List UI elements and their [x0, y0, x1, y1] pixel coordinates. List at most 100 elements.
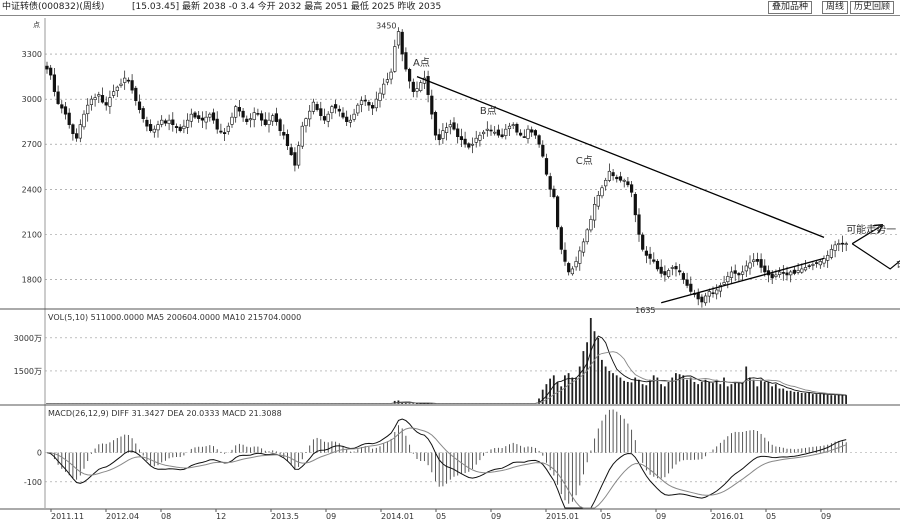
candle-body [156, 124, 160, 131]
candle-body [278, 119, 282, 131]
price-tick-label: 1800 [22, 275, 42, 284]
candle-body [774, 274, 778, 277]
candle-body [256, 113, 260, 115]
volume-bar [582, 351, 585, 404]
volume-bar [726, 386, 729, 404]
candle-body [578, 250, 582, 264]
x-tick-label: 08 [161, 512, 171, 521]
candle-body [407, 68, 412, 82]
candle-body [789, 271, 793, 276]
candle-body [141, 108, 145, 119]
candle-body [419, 82, 423, 92]
key-point-label: 1635 [635, 306, 655, 315]
volume-bar [667, 381, 670, 404]
candle-body [785, 272, 789, 276]
candle-body [829, 249, 833, 258]
candle-body [803, 267, 808, 271]
volume-bar [723, 377, 725, 404]
volume-bar [538, 398, 540, 404]
candle-body [826, 255, 830, 261]
candle-body [271, 115, 275, 122]
candle-body [385, 79, 390, 83]
volume-bar [671, 377, 674, 404]
candle-body [833, 244, 837, 251]
candle-body [678, 270, 682, 273]
trend-one-arrow [851, 225, 882, 245]
candle-body [796, 270, 800, 273]
candle-body [430, 95, 434, 115]
volume-bar [756, 386, 759, 404]
overlay-button[interactable]: 叠加品种 [768, 1, 813, 14]
volume-bar [800, 392, 803, 404]
trendline-upper [416, 75, 825, 238]
candle-body [585, 229, 589, 243]
volume-bar [834, 395, 836, 404]
x-tick-label: 05 [436, 512, 446, 521]
volume-bar [826, 394, 829, 404]
volume-bar [649, 379, 651, 404]
volume-bar [567, 373, 570, 404]
candle-body [722, 282, 726, 285]
candle-body [82, 113, 86, 128]
candle-body [163, 120, 168, 124]
volume-bar [841, 395, 844, 404]
candle-body [119, 83, 123, 86]
volume-bar [830, 395, 833, 404]
candle-body [382, 83, 386, 95]
candle-body [522, 136, 526, 138]
candle-body [552, 188, 556, 198]
label-trend-two: 可能走势二 [896, 259, 900, 272]
candle-body [737, 273, 741, 276]
candle-body [707, 291, 711, 297]
candle-body [663, 271, 667, 276]
candle-body [245, 118, 249, 122]
volume-bar [545, 384, 548, 404]
candle-body [145, 119, 149, 127]
x-tick-label: 2015.01 [546, 512, 579, 521]
history-button[interactable]: 历史回顾 [850, 1, 895, 14]
candle-body [755, 259, 759, 262]
volume-ma10-line [47, 351, 847, 404]
candle-body [641, 234, 645, 250]
candle-body [518, 132, 523, 136]
candle-body [567, 263, 571, 273]
volume-bar [408, 403, 411, 404]
candle-body [367, 102, 371, 106]
volume-bar [589, 318, 592, 404]
x-tick-label: 09 [656, 512, 666, 521]
x-tick-label: 2012.04 [106, 512, 139, 521]
candle-body [223, 132, 227, 134]
candle-body [330, 106, 334, 114]
period-button[interactable]: 周线 [822, 1, 849, 14]
macd-diff-line [46, 418, 847, 509]
candle-body [115, 86, 119, 91]
candle-body [526, 128, 530, 139]
candle-body [393, 46, 397, 72]
candle-body [370, 105, 375, 109]
volume-bar [815, 394, 818, 404]
volume-bar [612, 373, 614, 404]
candle-body [52, 74, 56, 92]
candle-body [237, 107, 242, 112]
macd-dea-line [46, 427, 847, 509]
candle-body [500, 134, 504, 138]
candle-body [134, 87, 138, 101]
candle-body [840, 242, 845, 245]
candle-body [208, 113, 212, 118]
price-tick-label: 3000 [22, 95, 42, 104]
candle-body [200, 117, 205, 121]
candle-body [541, 144, 545, 157]
macd-legend: MACD(26,12,9) DIFF 31.3427 DEA 20.0333 M… [48, 409, 282, 418]
candle-body [689, 283, 693, 292]
candle-body [78, 124, 82, 139]
candle-body [400, 31, 404, 55]
candle-body [474, 137, 478, 143]
candle-body [285, 134, 290, 147]
price-unit-label: 点 [33, 21, 40, 29]
candle-body [289, 147, 293, 156]
x-tick-label: 2016.01 [711, 512, 744, 521]
candle-body [763, 265, 767, 273]
candle-body [352, 113, 356, 120]
candle-body [204, 116, 208, 123]
candle-body [733, 270, 737, 274]
